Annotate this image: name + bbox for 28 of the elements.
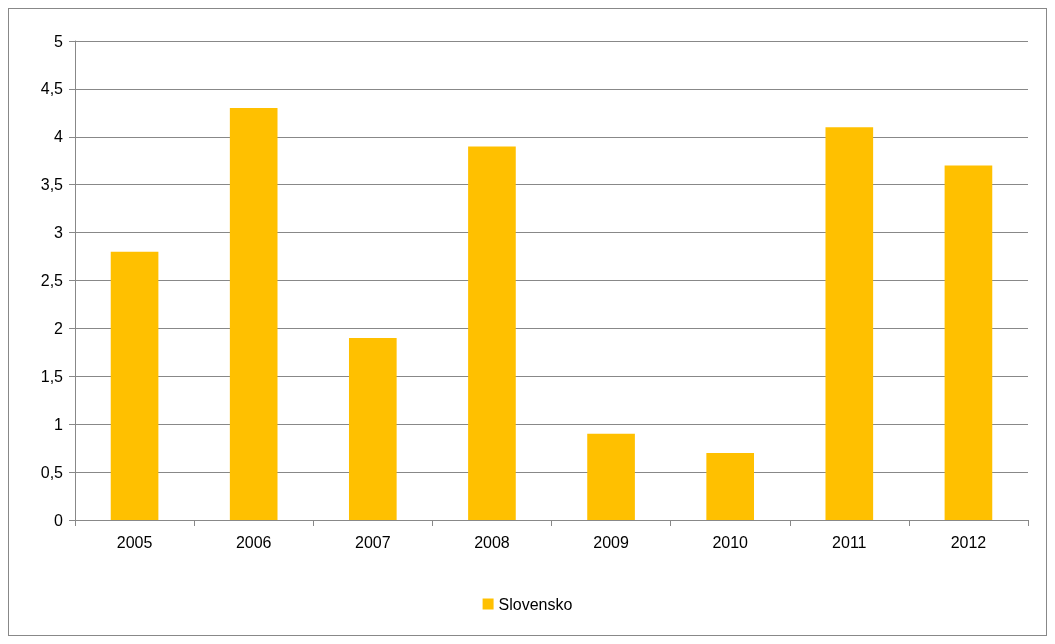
x-tick-label: 2005 — [116, 533, 153, 551]
bar — [587, 433, 635, 520]
bar — [229, 108, 278, 520]
bar — [348, 337, 397, 520]
bar — [110, 251, 159, 520]
x-tick-label: 2006 — [235, 533, 272, 551]
bar — [944, 165, 993, 520]
x-tick-label: 2009 — [593, 533, 629, 551]
x-tick-label: 2012 — [950, 533, 987, 551]
y-tick-label: 3 — [54, 224, 64, 242]
x-tick-label: 2008 — [474, 533, 510, 551]
y-tick-label: 4 — [54, 128, 64, 146]
y-tick-label: 4,5 — [40, 80, 64, 98]
y-tick-label: 2 — [54, 319, 64, 337]
y-tick-label: 3,5 — [40, 176, 64, 194]
y-tick-label: 0,5 — [40, 463, 64, 481]
bar — [706, 452, 755, 520]
bar — [468, 146, 516, 520]
y-tick-label: 1 — [54, 415, 64, 433]
y-tick-label: 0 — [54, 511, 64, 529]
y-tick-label: 1,5 — [40, 367, 64, 385]
x-tick-label: 2011 — [832, 533, 867, 551]
legend-label: Slovensko — [498, 595, 573, 613]
x-tick-label: 2007 — [355, 533, 391, 551]
y-tick-label: 5 — [54, 32, 64, 50]
bar — [825, 127, 874, 520]
y-tick-label: 2,5 — [40, 272, 64, 289]
x-tick-label: 2010 — [712, 533, 749, 551]
